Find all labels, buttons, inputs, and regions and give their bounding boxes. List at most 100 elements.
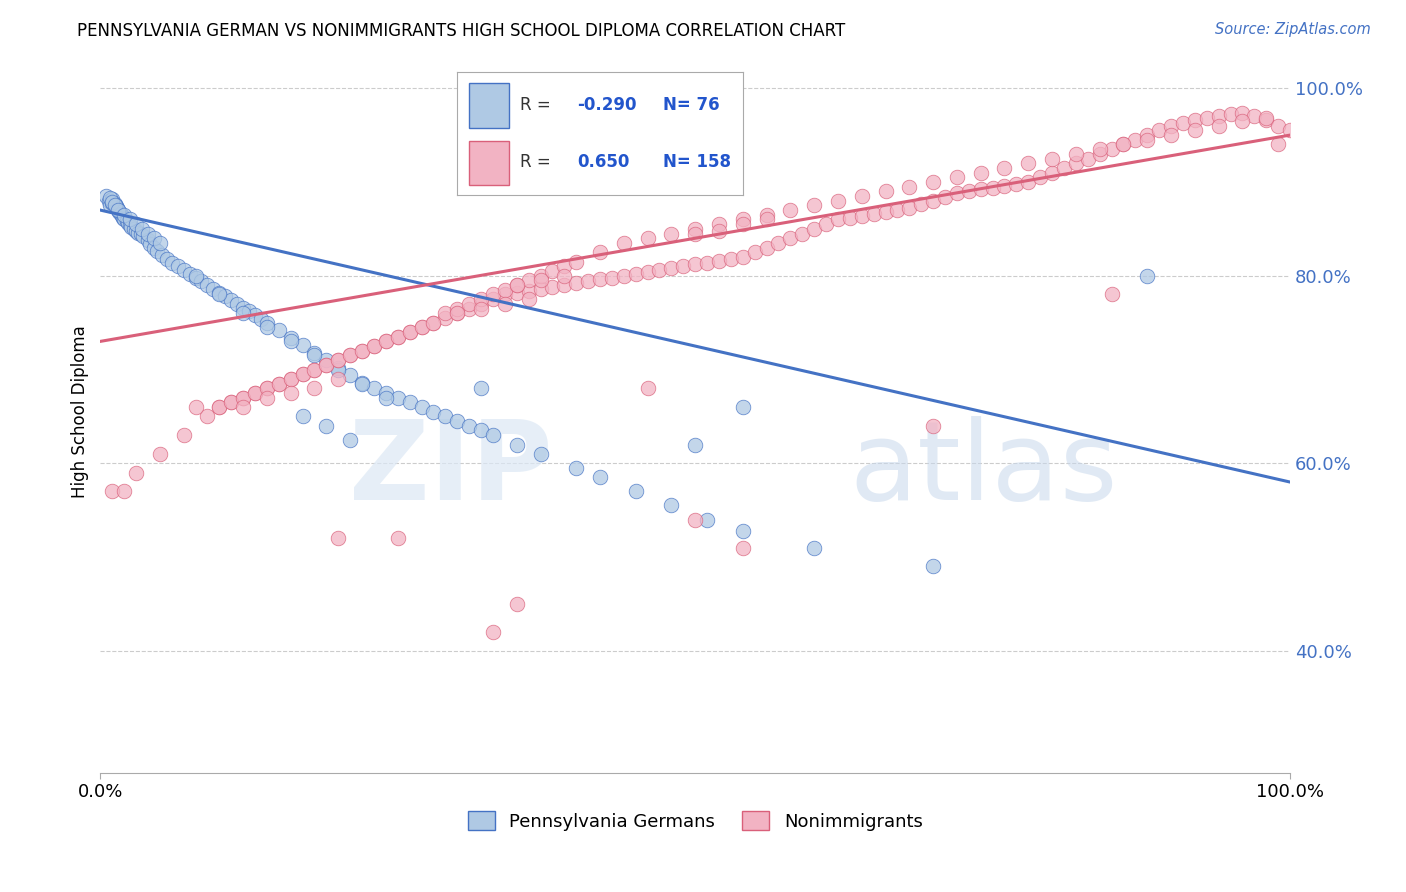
Point xyxy=(387,531,409,545)
Point xyxy=(280,372,302,386)
Point xyxy=(565,277,588,291)
Point xyxy=(1208,109,1230,123)
Point xyxy=(422,405,444,419)
Point xyxy=(683,258,706,272)
Point xyxy=(779,203,801,218)
Point xyxy=(434,306,457,320)
Point xyxy=(624,267,647,281)
Point xyxy=(731,400,754,414)
Point xyxy=(1184,123,1206,137)
Point xyxy=(146,244,169,259)
Point xyxy=(1101,142,1123,156)
Point xyxy=(446,414,468,428)
Point xyxy=(208,400,231,414)
Point xyxy=(398,395,420,409)
Point xyxy=(731,541,754,555)
Point xyxy=(280,386,302,401)
Point xyxy=(208,400,231,414)
Point xyxy=(470,424,492,438)
Point xyxy=(803,198,825,212)
Point xyxy=(553,278,575,293)
Point xyxy=(838,211,860,225)
Point xyxy=(219,293,242,307)
Point xyxy=(304,362,326,376)
Point xyxy=(256,391,278,405)
Point xyxy=(482,292,505,306)
Point xyxy=(494,283,516,297)
Point xyxy=(1208,119,1230,133)
Point xyxy=(755,208,778,222)
Point xyxy=(387,329,409,343)
Point xyxy=(328,353,350,368)
Point xyxy=(304,362,326,376)
Point xyxy=(970,165,993,179)
Point xyxy=(150,248,173,262)
Point xyxy=(422,316,444,330)
Point xyxy=(661,499,683,513)
Point xyxy=(256,381,278,395)
Point xyxy=(434,409,457,424)
Point xyxy=(387,329,409,343)
Point xyxy=(214,289,236,303)
Point xyxy=(661,227,683,241)
Point xyxy=(506,278,529,293)
Point xyxy=(1136,133,1159,147)
Point xyxy=(120,219,142,234)
Point xyxy=(98,198,121,212)
Point xyxy=(946,170,969,185)
Point xyxy=(541,264,564,278)
Point xyxy=(731,217,754,231)
Point xyxy=(243,386,266,401)
Point xyxy=(613,235,636,250)
Point xyxy=(280,331,302,345)
Point xyxy=(104,197,127,211)
Point xyxy=(202,282,225,296)
Point xyxy=(517,292,540,306)
Point xyxy=(115,214,138,228)
Point xyxy=(827,212,849,227)
Point xyxy=(434,310,457,325)
Point xyxy=(731,212,754,227)
Point xyxy=(339,348,361,362)
Point xyxy=(922,559,945,574)
Point xyxy=(1112,137,1135,152)
Point xyxy=(122,222,145,236)
Point xyxy=(875,205,897,219)
Point xyxy=(637,231,659,245)
Point xyxy=(731,250,754,264)
Point xyxy=(957,185,980,199)
Point xyxy=(1243,109,1265,123)
Point xyxy=(232,400,254,414)
Point xyxy=(1112,137,1135,152)
Point xyxy=(97,194,120,208)
Point xyxy=(328,531,350,545)
Point xyxy=(993,161,1015,175)
Point xyxy=(411,320,433,334)
Point xyxy=(387,391,409,405)
Point xyxy=(139,236,162,251)
Point xyxy=(458,418,481,433)
Point xyxy=(107,203,129,218)
Point xyxy=(374,391,396,405)
Point xyxy=(755,212,778,227)
Legend: Pennsylvania Germans, Nonimmigrants: Pennsylvania Germans, Nonimmigrants xyxy=(463,805,928,836)
Point xyxy=(875,185,897,199)
Point xyxy=(1101,287,1123,301)
Point xyxy=(104,198,127,212)
Point xyxy=(238,304,260,318)
Point xyxy=(184,400,207,414)
Point xyxy=(108,205,131,219)
Point xyxy=(1088,142,1111,156)
Point xyxy=(98,191,121,205)
Point xyxy=(446,306,468,320)
Point xyxy=(1232,105,1254,120)
Point xyxy=(827,194,849,208)
Point xyxy=(494,287,516,301)
Point xyxy=(197,278,219,293)
Point xyxy=(1147,123,1170,137)
Point xyxy=(411,320,433,334)
Point xyxy=(553,260,575,274)
Point xyxy=(111,211,134,225)
Point xyxy=(107,203,129,218)
Point xyxy=(1184,113,1206,128)
